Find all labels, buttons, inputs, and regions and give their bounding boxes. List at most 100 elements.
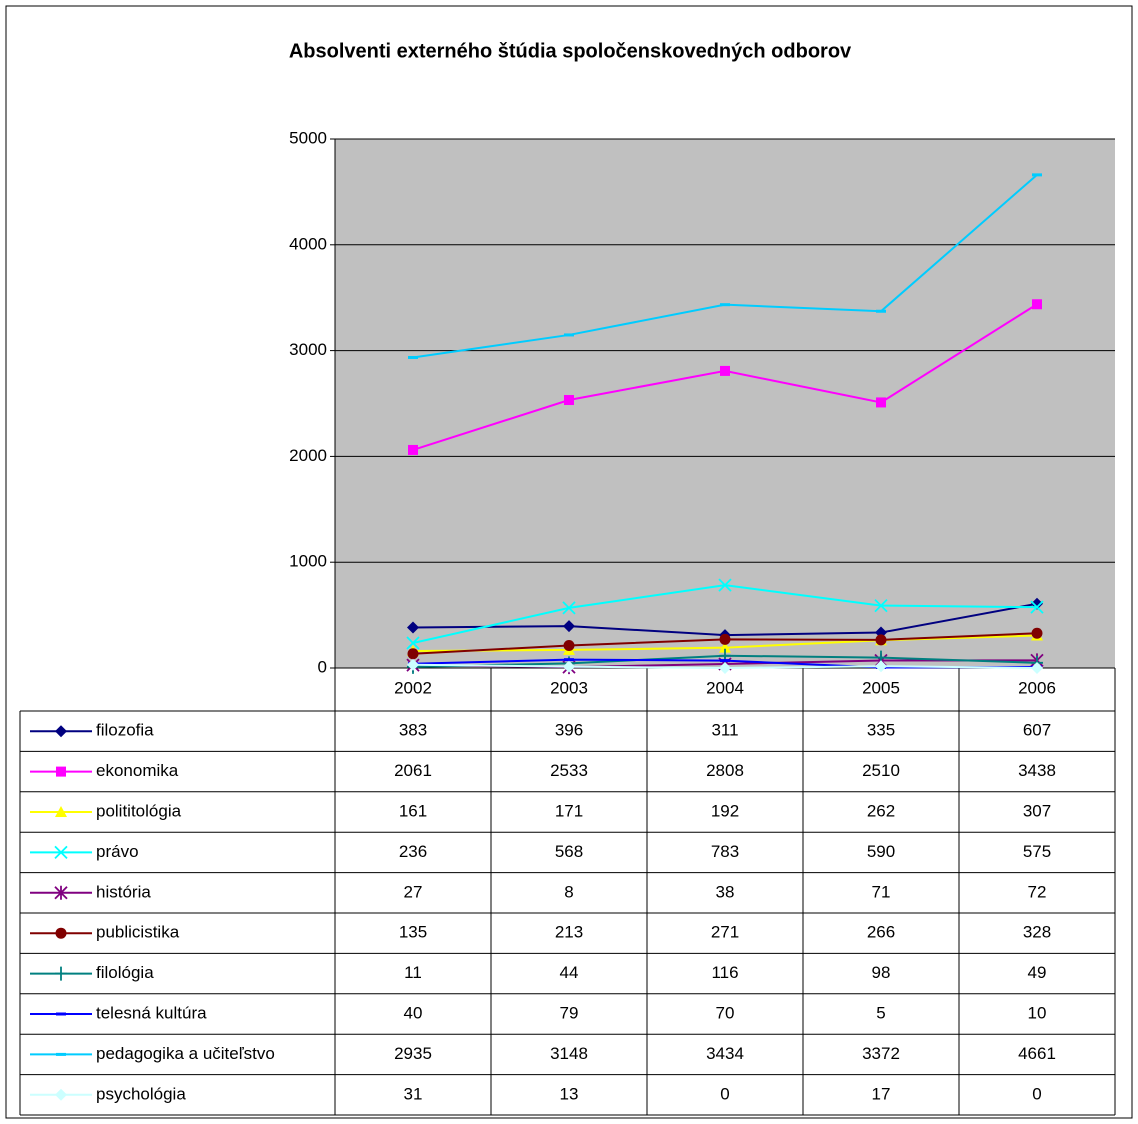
legend-marker xyxy=(55,806,67,817)
legend-label: telesná kultúra xyxy=(96,1003,207,1022)
table-value: 213 xyxy=(555,923,583,942)
point xyxy=(718,578,732,592)
table-value: 271 xyxy=(711,923,739,942)
table-value: 0 xyxy=(1032,1084,1041,1103)
table-value: 116 xyxy=(711,963,738,982)
legend-label: história xyxy=(96,882,151,901)
legend-marker xyxy=(55,966,67,981)
legend-label: publicistika xyxy=(96,923,180,942)
legend-label: filológia xyxy=(96,963,154,982)
plot-area xyxy=(335,139,1115,668)
y-tick-label: 2000 xyxy=(289,446,327,465)
point xyxy=(720,659,730,663)
table-value: 3438 xyxy=(1018,761,1056,780)
table-value: 4661 xyxy=(1018,1044,1056,1063)
point xyxy=(1031,627,1043,639)
table-value: 236 xyxy=(399,842,427,861)
chart-title: Absolventi externého štúdia spoločenskov… xyxy=(289,40,852,62)
point xyxy=(408,355,418,359)
legend-marker xyxy=(55,1088,67,1101)
legend-marker xyxy=(56,1012,66,1016)
table-value: 11 xyxy=(404,963,422,982)
point xyxy=(1030,600,1044,614)
point xyxy=(564,333,574,337)
legend-label: psychológia xyxy=(96,1084,186,1103)
table-value: 328 xyxy=(1023,923,1051,942)
table-value: 27 xyxy=(404,882,423,901)
point xyxy=(407,648,419,660)
table-value: 79 xyxy=(560,1003,579,1022)
table-value: 568 xyxy=(555,842,583,861)
point xyxy=(1032,173,1042,177)
point xyxy=(719,633,731,645)
point xyxy=(408,444,418,455)
table-value: 135 xyxy=(399,923,427,942)
point xyxy=(719,641,731,653)
table-value: 17 xyxy=(872,1084,891,1103)
point xyxy=(720,365,730,376)
legend-label: filozofia xyxy=(96,721,154,740)
table-value: 40 xyxy=(404,1003,423,1022)
point xyxy=(406,636,420,650)
table-value: 31 xyxy=(404,1084,423,1103)
table-value: 3434 xyxy=(706,1044,744,1063)
table-value: 192 xyxy=(711,801,739,820)
table-value: 383 xyxy=(399,721,427,740)
legend-label: pedagogika a učiteľstvo xyxy=(96,1044,275,1063)
table-value: 575 xyxy=(1023,842,1051,861)
point xyxy=(874,598,888,613)
table-value: 266 xyxy=(867,923,895,942)
table-value: 13 xyxy=(560,1084,579,1103)
legend-marker xyxy=(54,885,68,900)
y-tick-label: 4000 xyxy=(289,234,327,253)
legend-label: ekonomika xyxy=(96,761,179,780)
table-value: 5 xyxy=(876,1003,885,1022)
table-value: 311 xyxy=(711,721,738,740)
table-value: 161 xyxy=(399,801,427,820)
table-value: 335 xyxy=(867,721,895,740)
table-value: 2935 xyxy=(394,1044,432,1063)
table-value: 171 xyxy=(555,801,583,820)
table-value: 2510 xyxy=(862,761,900,780)
table-value: 607 xyxy=(1023,721,1051,740)
point xyxy=(564,395,574,406)
table-value: 590 xyxy=(867,842,895,861)
table-value: 0 xyxy=(720,1084,729,1103)
y-tick-label: 3000 xyxy=(289,340,327,359)
point xyxy=(876,397,886,408)
table-value: 98 xyxy=(872,963,891,982)
point xyxy=(563,639,575,651)
x-tick-label: 2002 xyxy=(394,678,432,697)
point xyxy=(407,658,419,671)
table-value: 2533 xyxy=(550,761,588,780)
table-value: 70 xyxy=(716,1003,735,1022)
point xyxy=(1032,299,1042,310)
y-tick-label: 5000 xyxy=(289,128,327,147)
point xyxy=(562,601,576,615)
y-tick-label: 0 xyxy=(318,657,327,676)
table-value: 44 xyxy=(560,963,579,982)
point xyxy=(876,309,886,313)
legend-marker xyxy=(56,1052,66,1056)
table-value: 783 xyxy=(711,842,739,861)
table-value: 2808 xyxy=(706,761,744,780)
x-tick-label: 2006 xyxy=(1018,678,1056,697)
x-tick-label: 2004 xyxy=(706,678,744,697)
point xyxy=(563,660,575,673)
point xyxy=(720,303,730,307)
table-value: 307 xyxy=(1023,801,1051,820)
table-value: 49 xyxy=(1028,963,1047,982)
table-value: 262 xyxy=(867,801,895,820)
legend-marker xyxy=(56,766,66,777)
table-value: 396 xyxy=(555,721,583,740)
legend-label: polititológia xyxy=(96,801,182,820)
y-tick-label: 1000 xyxy=(289,552,327,571)
point xyxy=(875,634,887,646)
legend-marker xyxy=(55,927,67,939)
table-value: 3148 xyxy=(550,1044,588,1063)
table-value: 10 xyxy=(1028,1003,1047,1022)
table-value: 38 xyxy=(716,882,735,901)
table-value: 72 xyxy=(1028,882,1047,901)
table-value: 2061 xyxy=(394,761,432,780)
